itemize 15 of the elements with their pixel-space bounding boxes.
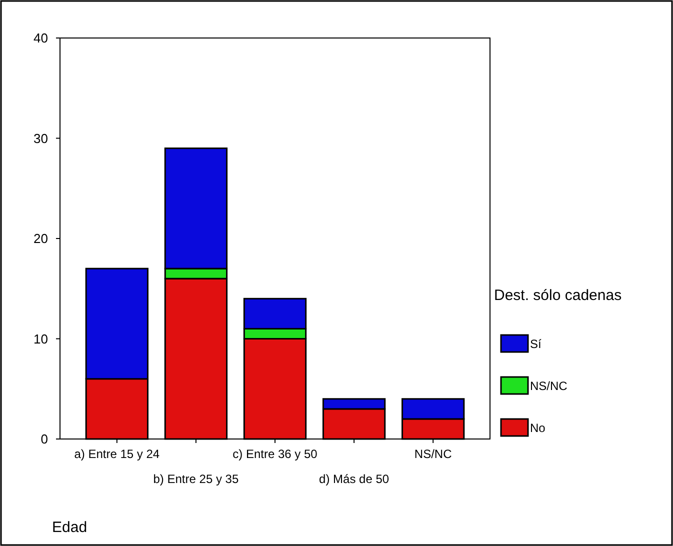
y-tick-label: 0 [40, 432, 48, 447]
x-tick-label: d) Más de 50 [319, 472, 390, 486]
x-tick-label: b) Entre 25 y 35 [153, 472, 239, 486]
legend-label: NS/NC [530, 379, 568, 393]
legend-label: Sí [530, 337, 542, 351]
y-tick-label: 30 [34, 130, 48, 146]
y-tick-label: 40 [34, 30, 48, 46]
y-tick-label: 10 [34, 331, 48, 346]
legend-title: Dest. sólo cadenas [494, 287, 622, 304]
x-tick-label: NS/NC [414, 447, 452, 461]
x-tick-label: c) Entre 36 y 50 [232, 447, 318, 461]
legend-label: No [530, 421, 546, 435]
x-tick-label: a) Entre 15 y 24 [74, 447, 160, 461]
x-axis-title: Edad [52, 519, 88, 536]
y-tick-label: 20 [34, 231, 48, 246]
